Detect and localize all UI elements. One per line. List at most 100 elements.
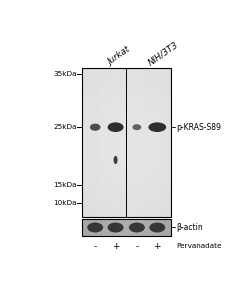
Bar bbox=[147, 219, 150, 236]
Bar bbox=[82, 68, 84, 217]
Text: 25kDa: 25kDa bbox=[53, 124, 76, 130]
Bar bbox=[122, 68, 124, 217]
Bar bbox=[82, 113, 171, 116]
Bar bbox=[120, 219, 123, 236]
Bar bbox=[82, 219, 85, 236]
Bar bbox=[100, 219, 103, 236]
Bar bbox=[82, 197, 171, 200]
Text: -: - bbox=[94, 242, 97, 251]
Bar bbox=[82, 93, 171, 96]
Bar bbox=[144, 68, 146, 217]
Bar bbox=[157, 68, 160, 217]
Bar bbox=[82, 172, 171, 175]
Bar bbox=[156, 219, 159, 236]
Bar bbox=[82, 205, 171, 207]
Bar bbox=[82, 98, 171, 100]
Bar bbox=[114, 219, 117, 236]
Ellipse shape bbox=[108, 122, 124, 132]
Bar bbox=[109, 68, 111, 217]
Text: +: + bbox=[112, 242, 119, 251]
Ellipse shape bbox=[132, 124, 141, 130]
Bar bbox=[82, 170, 171, 172]
Bar bbox=[165, 219, 168, 236]
Bar bbox=[82, 214, 171, 217]
Bar bbox=[82, 95, 171, 98]
Bar bbox=[126, 68, 129, 217]
Bar bbox=[162, 219, 165, 236]
Bar bbox=[139, 68, 142, 217]
Bar bbox=[159, 219, 162, 236]
Bar bbox=[128, 68, 131, 217]
Bar bbox=[82, 120, 171, 123]
Bar bbox=[97, 68, 100, 217]
Bar bbox=[82, 135, 171, 138]
Bar bbox=[82, 130, 171, 133]
Text: 15kDa: 15kDa bbox=[53, 182, 76, 188]
Bar bbox=[153, 219, 156, 236]
Bar bbox=[82, 167, 171, 170]
Bar bbox=[89, 68, 91, 217]
Bar bbox=[82, 80, 171, 83]
Bar bbox=[120, 68, 122, 217]
Bar bbox=[82, 108, 171, 111]
Bar bbox=[82, 195, 171, 197]
Text: Jurkat: Jurkat bbox=[107, 45, 132, 67]
Bar bbox=[82, 219, 171, 236]
Bar bbox=[148, 68, 151, 217]
Bar bbox=[94, 219, 97, 236]
Ellipse shape bbox=[114, 156, 117, 164]
Bar bbox=[82, 160, 171, 163]
Bar bbox=[160, 68, 162, 217]
Bar bbox=[166, 68, 169, 217]
Bar bbox=[82, 85, 171, 88]
Bar bbox=[100, 68, 102, 217]
Bar bbox=[82, 133, 171, 135]
Bar bbox=[82, 70, 171, 73]
Bar bbox=[82, 185, 171, 188]
Bar bbox=[132, 219, 135, 236]
Bar bbox=[82, 115, 171, 118]
Text: Pervanadate: Pervanadate bbox=[176, 243, 221, 249]
Bar bbox=[93, 68, 95, 217]
Bar bbox=[84, 68, 87, 217]
Bar bbox=[141, 219, 144, 236]
Bar bbox=[82, 128, 171, 130]
Bar bbox=[102, 68, 104, 217]
Bar bbox=[113, 68, 115, 217]
Bar bbox=[82, 152, 171, 155]
Bar bbox=[153, 68, 155, 217]
Ellipse shape bbox=[108, 223, 124, 232]
Bar bbox=[82, 148, 171, 150]
Bar bbox=[146, 68, 149, 217]
Bar bbox=[91, 68, 93, 217]
Bar bbox=[82, 103, 171, 106]
Bar bbox=[82, 158, 171, 160]
Bar bbox=[82, 145, 171, 148]
Bar bbox=[82, 105, 171, 108]
Text: 10kDa: 10kDa bbox=[53, 200, 76, 206]
Text: β-actin: β-actin bbox=[176, 223, 203, 232]
Bar bbox=[82, 207, 171, 210]
Bar bbox=[95, 68, 98, 217]
Bar bbox=[82, 138, 171, 140]
Bar bbox=[82, 76, 171, 78]
Bar bbox=[103, 219, 106, 236]
Text: NIH/3T3: NIH/3T3 bbox=[147, 40, 180, 67]
Bar bbox=[86, 68, 89, 217]
Bar bbox=[82, 212, 171, 215]
Bar bbox=[82, 163, 171, 165]
Ellipse shape bbox=[90, 124, 101, 131]
Bar bbox=[82, 142, 171, 145]
Bar bbox=[82, 210, 171, 212]
Bar bbox=[82, 177, 171, 180]
Bar bbox=[164, 68, 166, 217]
Bar bbox=[82, 190, 171, 193]
Bar bbox=[117, 68, 120, 217]
Bar bbox=[91, 219, 94, 236]
Bar bbox=[82, 68, 171, 71]
Bar bbox=[85, 219, 88, 236]
Bar bbox=[82, 175, 171, 178]
Bar bbox=[82, 182, 171, 185]
Bar bbox=[82, 202, 171, 205]
Bar bbox=[126, 219, 129, 236]
